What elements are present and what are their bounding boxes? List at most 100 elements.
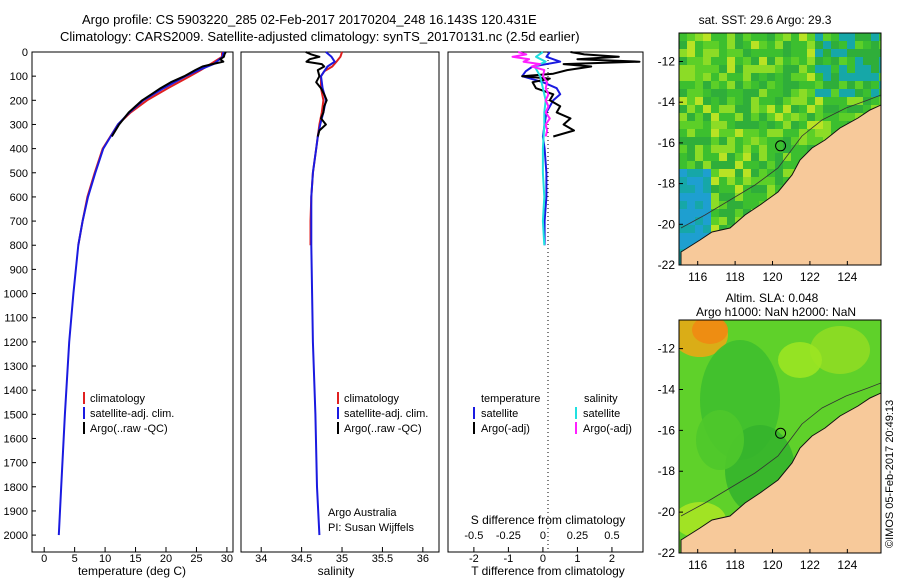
series-line-satellite-adj-clim-	[310, 51, 336, 536]
sst-pixel	[735, 73, 743, 81]
sst-pixel	[783, 49, 791, 57]
sst-pixel	[743, 145, 751, 153]
sst-pixel	[743, 105, 751, 113]
series-line-s-argo-adj-	[511, 51, 551, 137]
sst-pixel	[783, 145, 791, 153]
sst-pixel	[719, 57, 727, 65]
sst-pixel	[719, 121, 727, 129]
sst-pixel	[871, 57, 879, 65]
sst-pixel	[703, 185, 711, 193]
sst-pixel	[679, 121, 687, 129]
sst-pixel	[815, 73, 823, 81]
temperature-x-axis: 0 5 10 15 20 25 30	[41, 547, 233, 565]
sst-pixel	[751, 193, 759, 201]
sst-pixel	[711, 73, 719, 81]
sst-pixel	[815, 129, 823, 137]
sst-map-title: sat. SST: 29.6 Argo: 29.3	[699, 13, 832, 27]
sst-pixel	[719, 49, 727, 57]
sst-pixel	[703, 177, 711, 185]
sst-pixel	[767, 129, 775, 137]
sst-pixel	[679, 105, 687, 113]
sst-pixel	[759, 161, 767, 169]
sst-pixel	[823, 57, 831, 65]
sst-pixel	[687, 121, 695, 129]
depth-tick-label: 900	[10, 264, 28, 276]
sst-pixel	[695, 33, 703, 41]
sst-pixel	[711, 177, 719, 185]
x-tick-label: 34	[255, 553, 267, 565]
sst-pixel	[735, 121, 743, 129]
sst-isobath	[680, 94, 881, 229]
depth-tick-label: 0	[22, 47, 28, 59]
difference-panel: -2 -1 0 1 2 -0.5 -0.25 0 0.25 0.5 S difference f…	[447, 51, 644, 578]
sst-pixel	[743, 177, 751, 185]
sst-pixel	[679, 217, 687, 225]
australia-landmass	[680, 104, 881, 265]
sst-pixel	[775, 161, 783, 169]
sst-pixel	[767, 137, 775, 145]
sst-pixel	[815, 49, 823, 57]
sst-pixel	[735, 169, 743, 177]
sst-pixel	[783, 89, 791, 97]
sst-pixel	[679, 201, 687, 209]
sst-pixel	[767, 89, 775, 97]
sst-pixel	[743, 129, 751, 137]
sst-pixel	[815, 137, 823, 145]
sst-pixel	[735, 185, 743, 193]
sst-pixel	[743, 209, 751, 217]
sst-pixel	[711, 137, 719, 145]
sst-pixel	[719, 201, 727, 209]
sst-pixel	[775, 33, 783, 41]
salinity-series	[305, 51, 343, 536]
sst-pixel	[727, 153, 735, 161]
series-line-climatology	[77, 52, 223, 246]
sst-pixel	[839, 121, 847, 129]
sst-pixel	[703, 209, 711, 217]
sst-pixel	[847, 57, 855, 65]
sst-pixel	[759, 185, 767, 193]
sst-pixel	[735, 201, 743, 209]
sst-pixel	[759, 129, 767, 137]
sst-pixel	[735, 89, 743, 97]
sst-pixel	[727, 137, 735, 145]
sst-pixel	[687, 241, 695, 249]
sst-pixel	[703, 113, 711, 121]
sst-pixel	[751, 81, 759, 89]
sst-pixel	[679, 81, 687, 89]
sst-pixel	[687, 41, 695, 49]
sst-pixel	[743, 201, 751, 209]
sst-pixel	[823, 73, 831, 81]
sst-pixel	[695, 49, 703, 57]
sst-pixel	[799, 89, 807, 97]
sst-pixel	[687, 177, 695, 185]
sst-pixel	[831, 49, 839, 57]
sst-pixel	[727, 129, 735, 137]
sst-pixel	[775, 185, 783, 193]
sst-pixel	[687, 185, 695, 193]
sst-pixel	[799, 65, 807, 73]
lon-tick-label: 124	[837, 558, 857, 572]
sst-pixel	[727, 89, 735, 97]
sst-pixel	[751, 57, 759, 65]
sst-pixel	[767, 161, 775, 169]
legend-heading-temperature: temperature	[481, 393, 540, 405]
sst-pixel	[735, 105, 743, 113]
sst-pixel	[855, 89, 863, 97]
sst-pixel	[711, 97, 719, 105]
legend-label-s-satellite: satellite	[583, 408, 620, 420]
depth-tick-label: 2000	[4, 530, 28, 542]
sst-pixel	[687, 161, 695, 169]
sst-pixel	[783, 137, 791, 145]
sst-pixel	[767, 57, 775, 65]
sst-pixel	[807, 81, 815, 89]
lat-tick-label: -16	[658, 136, 676, 150]
sst-pixel	[767, 177, 775, 185]
series-line-t-argo-adj-	[521, 51, 641, 138]
sst-pixel	[871, 81, 879, 89]
argo-location-marker	[775, 427, 787, 439]
x-tick-label: 25	[190, 553, 202, 565]
sst-pixel	[735, 41, 743, 49]
sst-pixel	[695, 153, 703, 161]
lat-tick-label: -12	[658, 342, 676, 356]
sst-pixel	[759, 145, 767, 153]
